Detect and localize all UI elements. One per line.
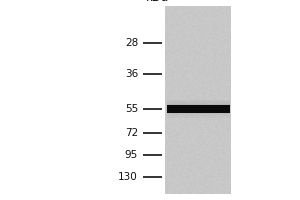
Text: 130: 130 xyxy=(118,172,138,182)
Bar xyxy=(167,114,230,116)
Bar xyxy=(167,117,230,118)
Text: 72: 72 xyxy=(125,128,138,138)
Bar xyxy=(167,105,230,113)
Bar xyxy=(167,102,230,104)
Text: 95: 95 xyxy=(125,150,138,160)
Text: 55: 55 xyxy=(125,104,138,114)
Text: kDa: kDa xyxy=(146,0,169,4)
Bar xyxy=(167,104,230,105)
Bar xyxy=(165,6,231,194)
Bar xyxy=(167,116,230,117)
Text: 36: 36 xyxy=(125,69,138,79)
Text: 28: 28 xyxy=(125,38,138,48)
Bar xyxy=(167,101,230,102)
Bar xyxy=(167,100,230,101)
Bar xyxy=(167,113,230,114)
